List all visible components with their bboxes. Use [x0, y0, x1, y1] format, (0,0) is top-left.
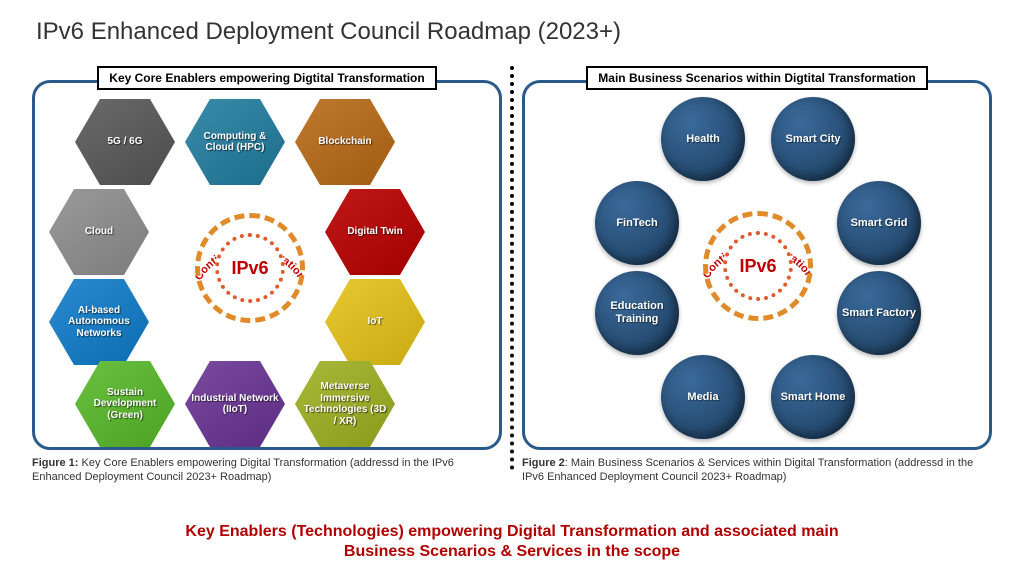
- hex-label: Cloud: [85, 226, 113, 238]
- left-panel: Continuous Innovation IPv6 5G / 6G Comput…: [32, 80, 502, 450]
- right-panel-wrap: Main Business Scenarios within Digtital …: [522, 66, 992, 485]
- inner-ring: IPv6: [215, 233, 285, 303]
- left-panel-header: Key Core Enablers empowering Digtital Tr…: [97, 66, 436, 90]
- panels-row: Key Core Enablers empowering Digtital Tr…: [32, 66, 992, 485]
- circle-label: Health: [686, 133, 720, 146]
- hex-label: AI-based Autonomous Networks: [55, 305, 143, 340]
- left-panel-wrap: Key Core Enablers empowering Digtital Tr…: [32, 66, 502, 485]
- circle-node: Media: [661, 355, 745, 439]
- hex-node: 5G / 6G: [75, 99, 175, 185]
- circle-label: Smart Grid: [851, 217, 908, 230]
- hex-node: Digital Twin: [325, 189, 425, 275]
- circle-label: Smart Factory: [842, 307, 916, 320]
- ipv6-center-right: Continuous Innovation IPv6: [703, 211, 813, 321]
- page-title: IPv6 Enhanced Deployment Council Roadmap…: [36, 18, 621, 46]
- right-panel: Continuous Innovation IPv6 Health Smart C…: [522, 80, 992, 450]
- bottom-line-2: Business Scenarios & Services in the sco…: [344, 543, 680, 560]
- circle-label: Smart City: [785, 133, 840, 146]
- left-caption: Figure 1: Key Core Enablers empowering D…: [32, 456, 502, 485]
- hex-node: Blockchain: [295, 99, 395, 185]
- inner-ring: IPv6: [723, 231, 793, 301]
- circle-node: FinTech: [595, 181, 679, 265]
- circle-label: Smart Home: [781, 391, 846, 404]
- hex-node: AI-based Autonomous Networks: [49, 279, 149, 365]
- ipv6-label: IPv6: [739, 256, 776, 277]
- bottom-line-1: Key Enablers (Technologies) empowering D…: [185, 523, 838, 540]
- ipv6-label: IPv6: [231, 258, 268, 279]
- right-caption-bold: Figure 2: [522, 457, 565, 469]
- circle-node: Smart Grid: [837, 181, 921, 265]
- hex-node: Metaverse Immersive Technologies (3D / X…: [295, 361, 395, 447]
- circle-node: Education Training: [595, 271, 679, 355]
- ipv6-center-left: Continuous Innovation IPv6: [195, 213, 305, 323]
- circle-node: Smart Factory: [837, 271, 921, 355]
- circle-node: Health: [661, 97, 745, 181]
- left-caption-rest: Key Core Enablers empowering Digital Tra…: [32, 457, 454, 483]
- hex-label: Metaverse Immersive Technologies (3D / X…: [301, 381, 389, 427]
- hex-label: Computing & Cloud (HPC): [191, 131, 279, 154]
- circle-label: Media: [687, 391, 718, 404]
- circle-node: Smart Home: [771, 355, 855, 439]
- hex-node: Computing & Cloud (HPC): [185, 99, 285, 185]
- hex-label: 5G / 6G: [107, 136, 142, 148]
- hex-label: Industrial Network (IIoT): [191, 393, 279, 416]
- hex-label: Blockchain: [318, 136, 371, 148]
- circle-label: Education Training: [595, 300, 679, 325]
- hex-node: Industrial Network (IIoT): [185, 361, 285, 447]
- right-panel-header: Main Business Scenarios within Digtital …: [586, 66, 927, 90]
- hex-label: IoT: [368, 316, 383, 328]
- hex-node: Sustain Development (Green): [75, 361, 175, 447]
- circle-node: Smart City: [771, 97, 855, 181]
- hex-node: IoT: [325, 279, 425, 365]
- hex-label: Sustain Development (Green): [81, 387, 169, 422]
- bottom-text: Key Enablers (Technologies) empowering D…: [0, 522, 1024, 562]
- left-caption-bold: Figure 1:: [32, 457, 78, 469]
- right-caption-rest: : Main Business Scenarios & Services wit…: [522, 457, 973, 483]
- hex-node: Cloud: [49, 189, 149, 275]
- circle-label: FinTech: [616, 217, 657, 230]
- right-caption: Figure 2: Main Business Scenarios & Serv…: [522, 456, 992, 485]
- hex-label: Digital Twin: [347, 226, 402, 238]
